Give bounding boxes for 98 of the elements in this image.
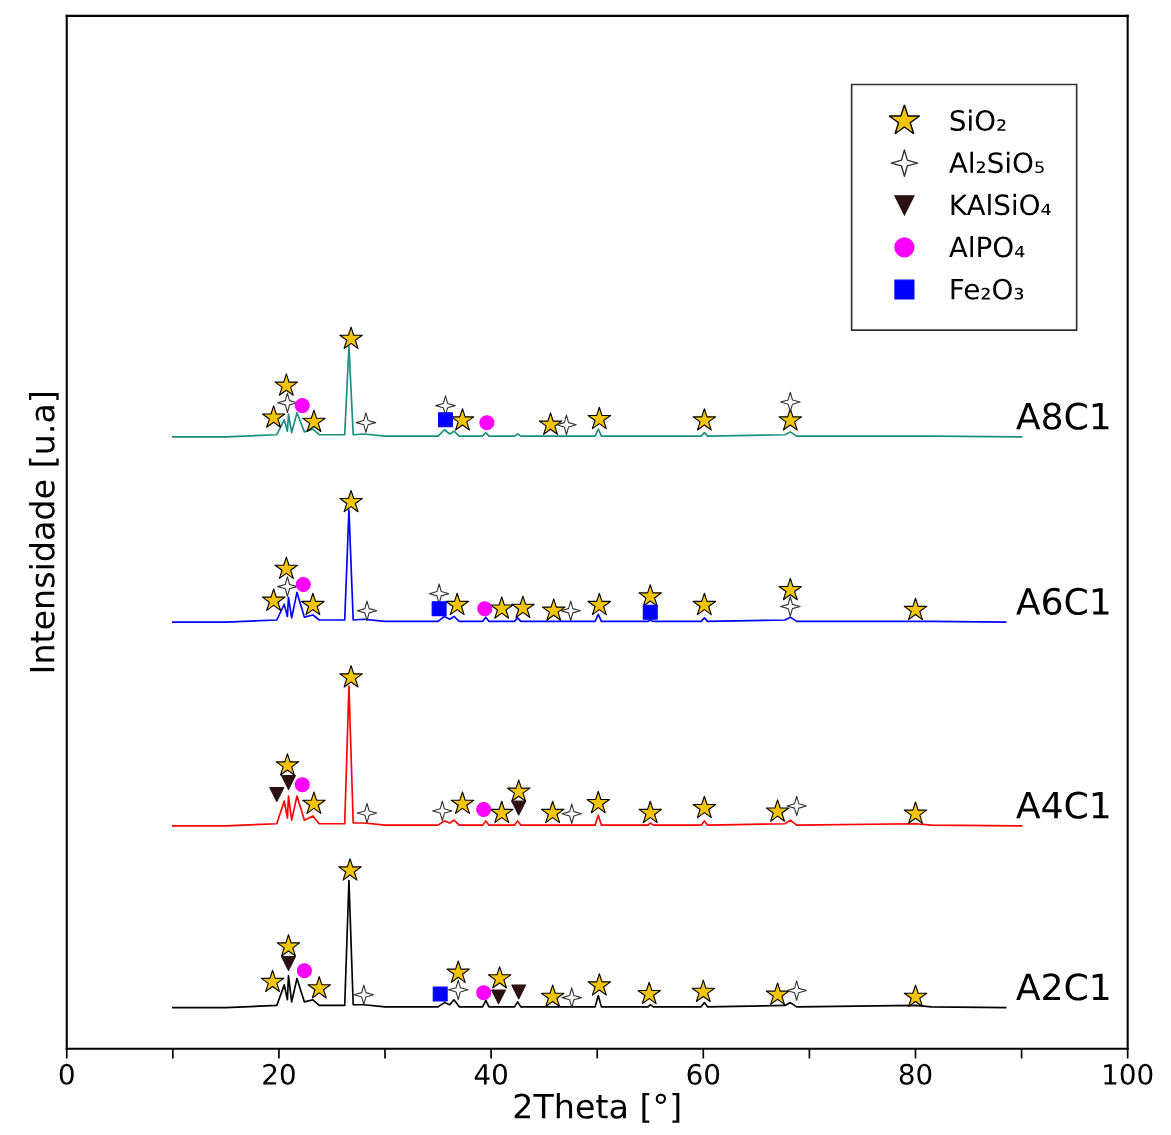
point: [538, 412, 563, 435]
point: [489, 596, 514, 619]
point: [353, 984, 375, 1006]
point: [692, 408, 717, 431]
point: [431, 601, 447, 617]
point: [691, 979, 716, 1003]
point: [903, 597, 928, 621]
point: [432, 800, 453, 822]
point: [561, 803, 583, 825]
x-tick-label: 0: [59, 1063, 74, 1085]
point: [301, 592, 325, 616]
point: [587, 973, 612, 996]
point: [277, 392, 298, 414]
point: [778, 408, 803, 431]
point: [294, 398, 310, 414]
point: [778, 577, 803, 601]
point: [294, 777, 310, 793]
point: [280, 775, 296, 791]
point: [786, 980, 807, 1001]
point: [274, 556, 299, 579]
legend-label: SiO₂: [950, 109, 1006, 132]
point: [511, 595, 535, 619]
point: [477, 601, 493, 617]
point: [637, 981, 661, 1005]
point: [269, 787, 285, 803]
point: [339, 326, 363, 349]
x-tick-label: 40: [474, 1063, 507, 1085]
point: [260, 969, 285, 993]
point: [692, 795, 717, 819]
point: [511, 800, 527, 816]
series-label: A8C1: [1016, 402, 1109, 430]
point: [586, 790, 611, 814]
series-label: A6C1: [1016, 587, 1109, 616]
point: [307, 976, 332, 999]
point: [638, 584, 663, 607]
point: [450, 408, 475, 431]
point: [540, 800, 565, 824]
point: [450, 791, 475, 814]
y-axis-title: Intensidade [u.a]: [28, 393, 59, 672]
point: [276, 934, 301, 957]
point: [786, 795, 807, 817]
point: [280, 956, 296, 972]
point: [356, 802, 378, 824]
point: [428, 583, 450, 604]
point: [338, 858, 362, 881]
point: [491, 989, 507, 1005]
x-axis-title: 2Theta [°]: [514, 1092, 680, 1123]
legend-label: AlPO₄: [949, 236, 1025, 258]
point: [692, 592, 717, 616]
point: [302, 791, 326, 814]
point: [355, 412, 377, 433]
point: [765, 982, 790, 1005]
point: [261, 588, 286, 611]
point: [432, 986, 448, 1002]
point: [506, 779, 531, 802]
legend-label: Al₂SiO₅: [949, 151, 1044, 174]
series-label: A4C1: [1016, 791, 1109, 819]
point: [261, 405, 286, 428]
point: [356, 600, 378, 622]
point: [903, 801, 928, 824]
point: [296, 963, 312, 979]
x-tick-label: 80: [899, 1063, 932, 1085]
point: [339, 665, 363, 688]
point: [765, 799, 790, 822]
point: [277, 576, 298, 597]
point: [489, 800, 514, 824]
point: [541, 598, 566, 621]
point: [295, 576, 311, 592]
point: [511, 984, 527, 1000]
point: [437, 412, 453, 428]
point: [638, 800, 663, 824]
point: [560, 600, 581, 622]
point: [476, 802, 492, 818]
legend-label: Fe₂O₃: [951, 278, 1024, 300]
point: [445, 592, 469, 616]
point: [903, 984, 928, 1008]
point: [587, 406, 612, 430]
legend-label: KAlSiO₄: [951, 193, 1051, 216]
point: [540, 984, 565, 1008]
point: [561, 987, 583, 1008]
point: [274, 373, 299, 396]
point: [275, 753, 300, 776]
point: [446, 960, 471, 983]
point: [447, 979, 469, 1001]
point: [587, 592, 612, 616]
point: [479, 415, 495, 431]
point: [487, 966, 512, 989]
x-tick-label: 60: [687, 1063, 720, 1085]
x-tick-label: 100: [1104, 1063, 1153, 1085]
point: [476, 985, 492, 1001]
point: [339, 489, 363, 513]
point: [642, 604, 658, 620]
point: [780, 391, 801, 413]
point: [302, 409, 326, 433]
series-label: A2C1: [1016, 973, 1109, 1001]
point: [556, 414, 577, 436]
point: [780, 596, 801, 617]
x-tick-label: 20: [263, 1063, 295, 1085]
